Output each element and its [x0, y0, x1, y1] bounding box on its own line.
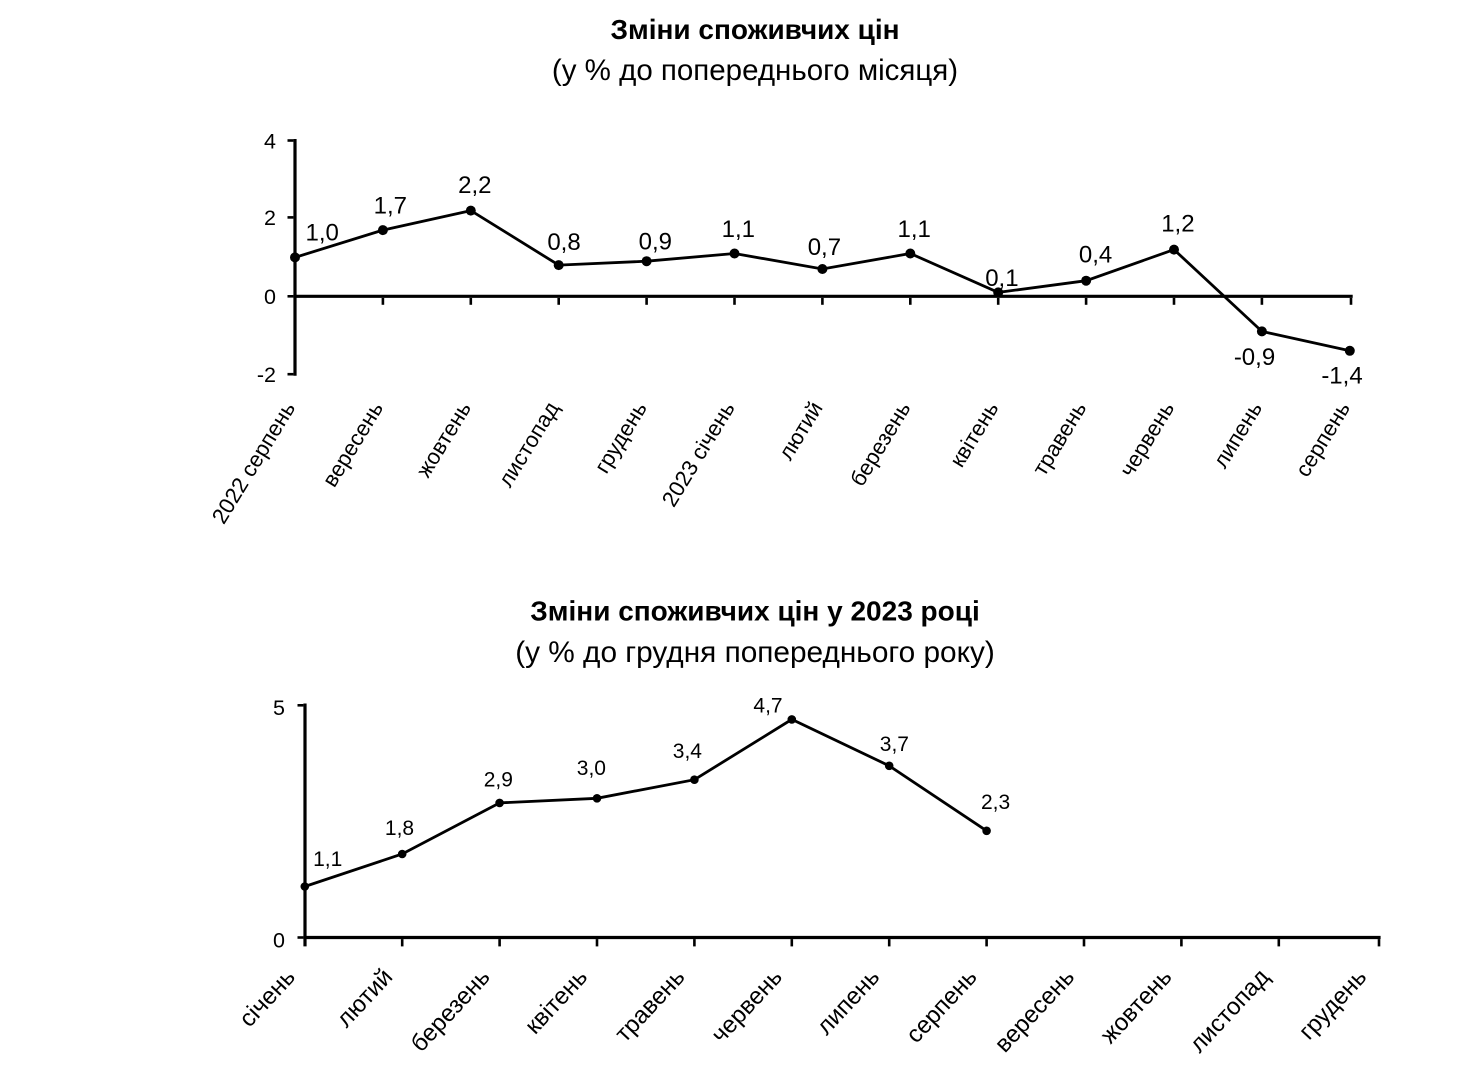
svg-text:0,1: 0,1 [985, 265, 1018, 292]
svg-text:4,7: 4,7 [753, 695, 782, 718]
svg-text:2,9: 2,9 [484, 768, 513, 791]
svg-text:2: 2 [264, 206, 276, 230]
svg-text:3,0: 3,0 [577, 757, 606, 780]
svg-text:(у % до попереднього місяця): (у % до попереднього місяця) [552, 54, 958, 87]
svg-text:1,1: 1,1 [313, 848, 342, 871]
svg-text:Зміни споживчих цін у 2023 роц: Зміни споживчих цін у 2023 році [530, 596, 980, 627]
svg-text:0,4: 0,4 [1079, 241, 1112, 268]
svg-text:3,7: 3,7 [880, 733, 909, 756]
svg-text:0,9: 0,9 [639, 228, 672, 255]
svg-text:Зміни споживчих цін: Зміни споживчих цін [610, 14, 899, 45]
svg-text:-1,4: -1,4 [1321, 363, 1362, 390]
svg-text:1,0: 1,0 [306, 220, 339, 247]
svg-text:1,1: 1,1 [898, 216, 931, 243]
svg-text:-2: -2 [257, 363, 276, 387]
svg-text:(у % до грудня попереднього ро: (у % до грудня попереднього року) [515, 636, 995, 669]
svg-text:1,2: 1,2 [1161, 211, 1194, 238]
svg-text:0: 0 [264, 285, 276, 309]
svg-text:-0,9: -0,9 [1234, 344, 1275, 371]
svg-text:0,8: 0,8 [547, 229, 580, 256]
svg-text:5: 5 [273, 696, 285, 720]
svg-text:1,8: 1,8 [385, 817, 414, 840]
svg-text:4: 4 [264, 129, 276, 153]
svg-text:2,3: 2,3 [981, 791, 1010, 814]
svg-text:3,4: 3,4 [673, 740, 703, 763]
svg-text:2,2: 2,2 [458, 172, 491, 199]
svg-text:0,7: 0,7 [808, 234, 841, 261]
svg-text:0: 0 [273, 928, 285, 952]
svg-text:1,1: 1,1 [722, 216, 755, 243]
svg-text:1,7: 1,7 [374, 193, 407, 220]
